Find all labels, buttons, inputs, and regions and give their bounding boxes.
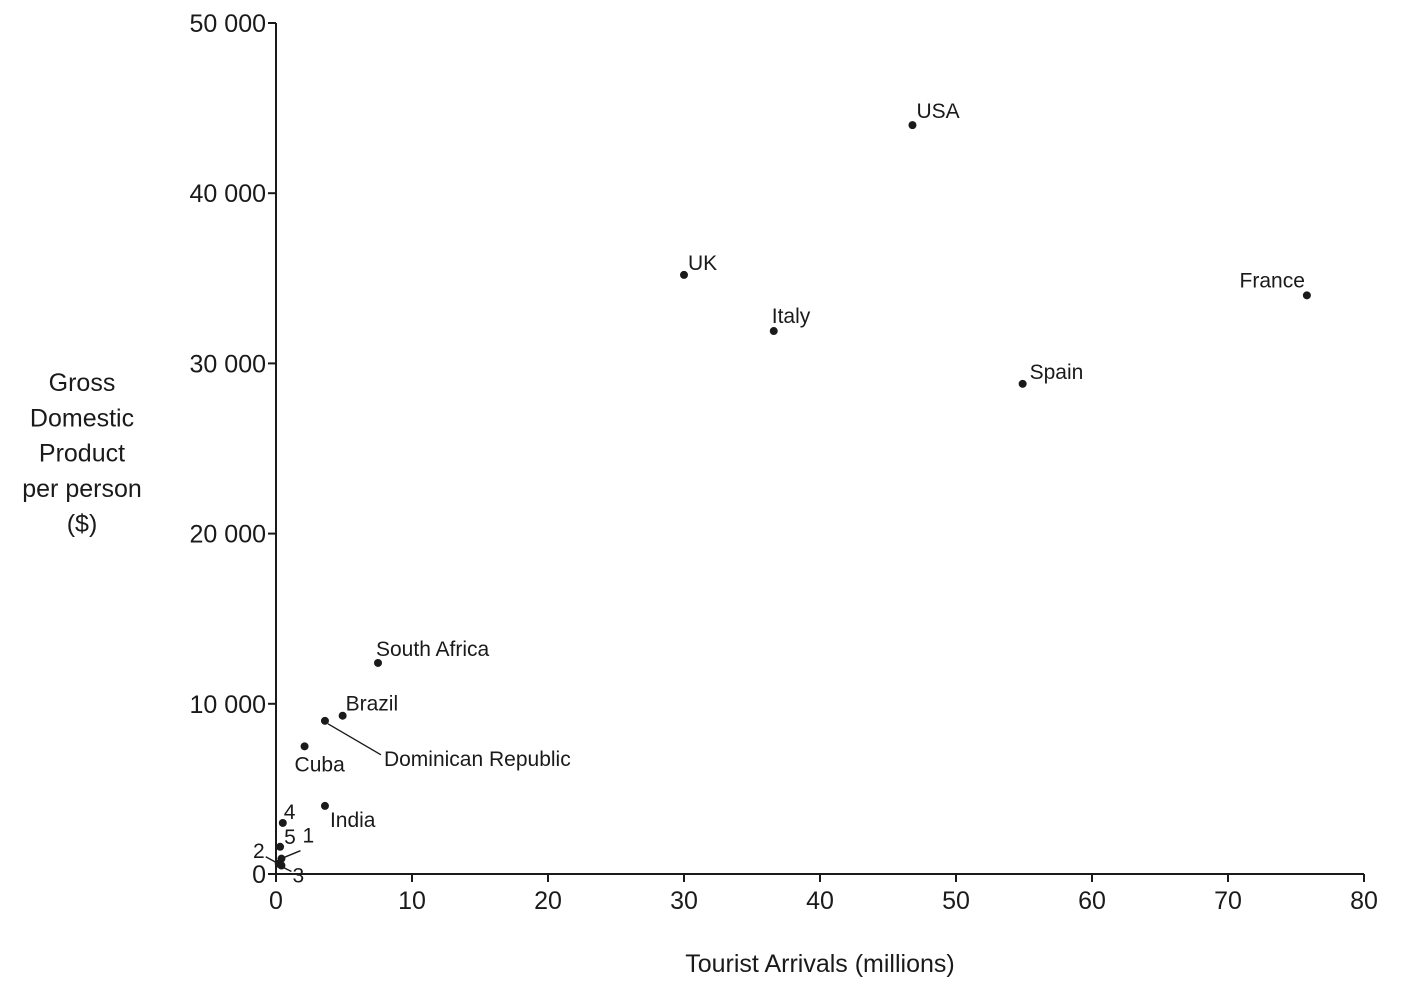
point-label-italy: Italy: [772, 305, 811, 328]
point-india: [320, 801, 329, 810]
y-tick-label: 10 000: [190, 691, 266, 719]
data-points: [274, 121, 1311, 870]
x-axis-title: Tourist Arrivals (millions): [685, 950, 954, 978]
x-tick-label: 40: [806, 887, 834, 915]
x-tick-label: 60: [1078, 887, 1106, 915]
y-axis-title-line: Domestic: [30, 404, 134, 432]
point-spain: [1018, 379, 1027, 388]
x-tick-label: 80: [1350, 887, 1378, 915]
y-tick-label: 30 000: [190, 350, 266, 378]
point-labels: USA UK France Italy Spain South Africa Brazil D…: [253, 100, 1305, 887]
y-axis-title-line: Product: [39, 440, 125, 468]
leader-line-2: [265, 856, 278, 864]
leader-line-dominican-republic: [327, 723, 382, 756]
point-italy: [769, 327, 778, 336]
point-label-brazil: Brazil: [346, 693, 399, 716]
point-label-dominican-republic: Dominican Republic: [384, 748, 571, 771]
point-label-uk: UK: [688, 252, 717, 275]
point-label-india: India: [330, 809, 376, 832]
axis-titles: Tourist Arrivals (millions) Gross Domestic…: [22, 369, 955, 978]
ticks: 0 10 20 30 40 50 60 70 80 0 10 000 20 000 30 000 40 0…: [190, 10, 1378, 915]
x-tick-label: 0: [269, 887, 283, 915]
point-label-5: 5: [284, 826, 296, 849]
leader-line-1: [283, 850, 301, 859]
point-label-usa: USA: [916, 100, 959, 123]
y-tick-label: 20 000: [190, 521, 266, 549]
point-brazil: [338, 711, 347, 720]
point-label-south-africa: South Africa: [376, 638, 490, 661]
x-tick-label: 20: [534, 887, 562, 915]
y-tick-label: 40 000: [190, 180, 266, 208]
point-5: [276, 842, 285, 851]
point-cuba: [300, 742, 309, 751]
point-4: [278, 818, 287, 827]
point-usa: [908, 121, 917, 130]
point-france: [1302, 291, 1311, 300]
point-label-france: France: [1240, 269, 1305, 292]
point-label-1: 1: [302, 825, 314, 848]
x-tick-label: 50: [942, 887, 970, 915]
point-label-cuba: Cuba: [295, 753, 346, 776]
axes: [275, 23, 1364, 875]
leader-line-3: [283, 866, 292, 873]
y-tick-label: 50 000: [190, 10, 266, 38]
point-label-4: 4: [284, 801, 296, 824]
y-tick-label: 0: [252, 861, 266, 889]
x-tick-label: 10: [398, 887, 426, 915]
point-dominican-republic: [320, 716, 329, 725]
point-label-2: 2: [253, 840, 265, 863]
y-axis-title-line: Gross: [49, 369, 116, 397]
point-south-africa: [374, 658, 382, 667]
point-label-spain: Spain: [1030, 361, 1084, 384]
y-axis-title-line: per person: [22, 475, 142, 503]
x-tick-label: 30: [670, 887, 698, 915]
y-axis-title-line: ($): [67, 510, 98, 538]
x-tick-label: 70: [1214, 887, 1242, 915]
point-uk: [680, 270, 688, 279]
point-label-3: 3: [292, 864, 304, 887]
